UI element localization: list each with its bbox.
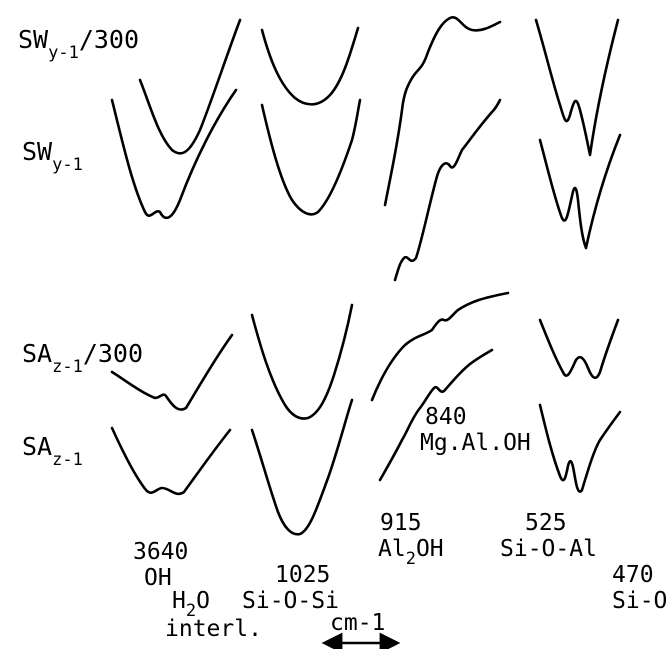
spectrum-oh-swy1-300 [138,18,242,155]
band-wavenumber-525: 525 [525,510,567,536]
sample-label-swy1-300: SWy-1/300 [18,25,139,63]
sample-label-swy1: SWy-1 [22,137,83,175]
spectrum-aloh-saz1 [378,348,494,482]
band-assignment-sio: Si-O [612,588,667,614]
sample-label-saz1-300: SAz-1/300 [22,339,143,377]
spectrum-sioal-swy1-300 [534,18,620,157]
spectrum-sio-swy1 [260,98,362,216]
band-assignment-sio-si: Si-O-Si [242,588,339,614]
spectrum-sio-swy1-300 [260,26,360,106]
sample-label-saz1: SAz-1 [22,432,83,470]
band-assignment-h2o: H2O [172,588,210,621]
band-wavenumber-840: 840 [425,404,467,430]
spectrum-sio-saz1-300 [250,303,354,420]
spectrum-aloh-swy1 [393,98,502,282]
spectrum-oh-saz1 [110,426,232,496]
spectrum-oh-swy1 [110,88,238,220]
spectrum-sioal-saz1-300 [538,318,620,380]
spectrum-oh-saz1-300 [110,333,234,411]
spectrum-aloh-saz1-300 [370,291,510,402]
band-wavenumber-3640: 3640 [133,539,188,565]
spectrum-sioal-swy1 [538,133,622,250]
band-assignment-interl: interl. [165,616,262,642]
spectrum-aloh-swy1-300 [383,16,502,207]
scale-bar-label: cm-1 [330,610,385,636]
band-wavenumber-1025: 1025 [275,562,330,588]
band-assignment-oh: OH [144,565,172,591]
band-assignment-mgaloh: Mg.Al.OH [420,430,531,456]
band-wavenumber-470: 470 [612,562,654,588]
spectrum-sioal-saz1 [538,403,622,493]
spectrum-sio-saz1 [250,398,354,536]
band-wavenumber-915: 915 [380,510,422,536]
band-assignment-sioal: Si-O-Al [500,536,597,562]
band-assignment-al2oh: Al2OH [378,536,444,569]
